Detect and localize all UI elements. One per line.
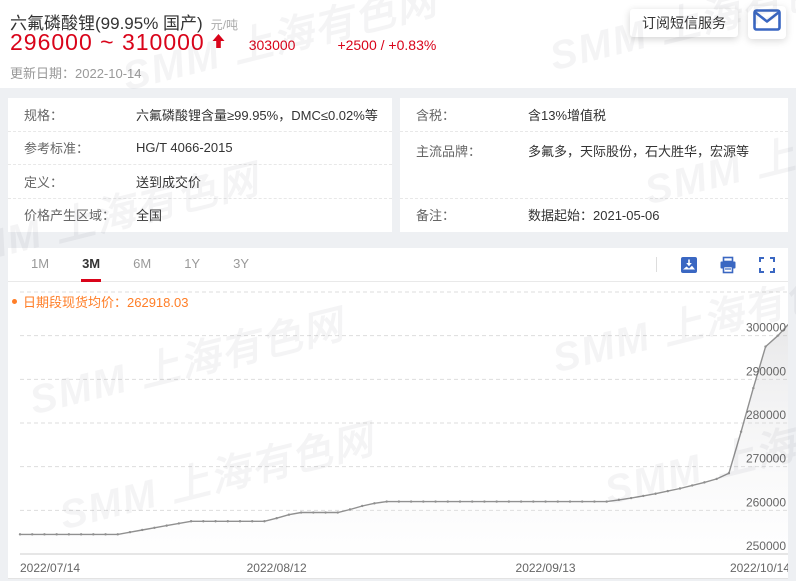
up-arrow-icon [212,34,225,53]
spec-value: 全国 [136,208,163,224]
subscribe-sms-button[interactable]: 订阅短信服务 [630,9,738,37]
price-header-card: 六氟磷酸锂(99.95% 国产) 元/吨 296000 ~ 310000 303… [0,0,796,88]
tab-6m[interactable]: 6M [133,256,152,271]
spec-row-tax: 含税： 含13%增值税 [400,98,788,132]
spec-card-right: 含税： 含13%增值税 主流品牌： 多氟多，天际股份，石大胜华，宏源等 备注： … [400,98,788,232]
price-row: 296000 ~ 310000 303000 +2500 / +0.83% [10,29,436,56]
spec-label: 主流品牌： [416,143,482,159]
spec-value: HG/T 4066-2015 [136,140,233,156]
tab-3m[interactable]: 3M [81,248,102,282]
spec-value: 六氟磷酸锂含量≥99.95%，DMC≤0.02%等 [136,107,378,123]
mail-subscribe-button[interactable] [748,6,786,39]
svg-text:2022/09/13: 2022/09/13 [516,561,576,575]
chart-legend: 日期段现货均价：262918.03 [12,292,188,311]
spec-row-standard: 参考标准： HG/T 4066-2015 [8,132,392,165]
price-unit: 元/吨 [210,18,239,32]
printer-icon[interactable] [719,256,737,274]
spec-row-region: 价格产生区域： 全国 [8,199,392,232]
spec-label: 规格： [24,107,64,123]
fullscreen-icon[interactable] [758,256,776,274]
product-title: 六氟磷酸锂(99.95% 国产) [10,14,203,33]
spec-value: 送到成交价 [136,174,202,190]
tab-1m[interactable]: 1M [31,256,50,271]
price-range: 296000 ~ 310000 [10,29,205,55]
price-chart-card: 1M 3M 6M 1Y 3Y 日期段现货均价：262918 [8,248,788,579]
price-change: +2500 / +0.83% [337,37,437,53]
price-trend-chart[interactable]: 250000 260000 270000 280000 290000 300000 2022… [8,281,788,578]
svg-text:2022/08/12: 2022/08/12 [247,561,307,575]
spec-row-remark: 备注： 数据起始：2021-05-06 [400,199,788,232]
tab-3y[interactable]: 3Y [233,256,249,271]
svg-text:280000: 280000 [746,408,786,422]
update-date: 更新日期：2022-10-14 [10,66,142,81]
svg-text:250000: 250000 [746,539,786,553]
svg-text:2022/10/14: 2022/10/14 [730,561,788,575]
range-tabbar: 1M 3M 6M 1Y 3Y [8,248,788,282]
spec-label: 参考标准： [24,141,90,157]
chart-toolbar [656,248,776,281]
legend-dot-icon [12,299,17,304]
svg-text:2022/07/14: 2022/07/14 [20,561,80,575]
save-image-icon[interactable] [680,256,698,274]
svg-text:300000: 300000 [746,321,786,335]
envelope-icon [753,9,781,36]
svg-text:270000: 270000 [746,452,786,466]
spec-label: 定义： [24,174,64,190]
legend-label: 日期段现货均价：262918.03 [23,295,189,310]
spec-row-specification: 规格： 六氟磷酸锂含量≥99.95%，DMC≤0.02%等 [8,98,392,132]
svg-text:260000: 260000 [746,495,786,509]
spec-row-definition: 定义： 送到成交价 [8,165,392,199]
toolbar-divider [656,257,657,272]
svg-text:290000: 290000 [746,364,786,378]
tab-1y[interactable]: 1Y [184,256,201,271]
spec-label: 价格产生区域： [24,208,116,224]
title-row: 六氟磷酸锂(99.95% 国产) 元/吨 [10,9,238,34]
spec-label: 含税： [416,107,456,123]
spec-label: 备注： [416,208,456,224]
average-price: 303000 [248,37,296,53]
spec-value: 含13%增值税 [528,107,607,123]
spec-row-brands: 主流品牌： 多氟多，天际股份，石大胜华，宏源等 [400,132,788,199]
spec-card-left: 规格： 六氟磷酸锂含量≥99.95%，DMC≤0.02%等 参考标准： HG/T… [8,98,392,232]
spec-value: 多氟多，天际股份，石大胜华，宏源等 [528,143,750,159]
spec-value: 数据起始：2021-05-06 [528,208,660,224]
